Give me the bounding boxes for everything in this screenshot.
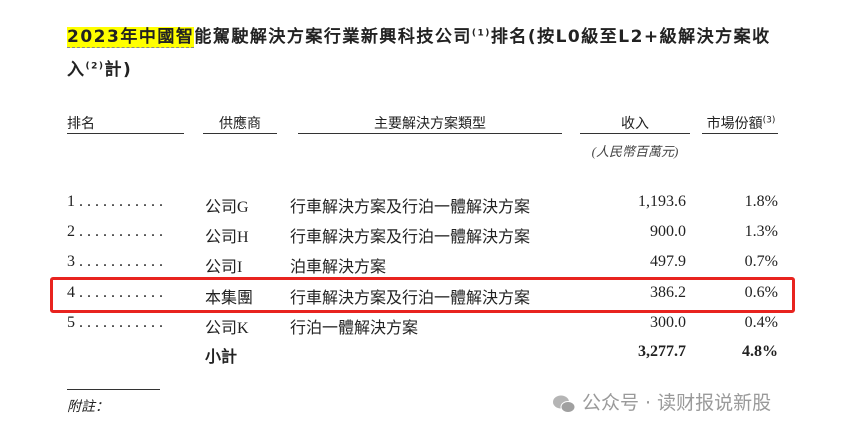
header-revenue: 收入: [621, 116, 649, 132]
type-cell: 行車解決方案及行泊一體解決方案: [290, 199, 531, 216]
header-share: 市場份額(3): [706, 115, 776, 132]
divider: [67, 133, 184, 134]
header-rank: 排名: [67, 116, 95, 132]
revenue-cell: 300.0: [650, 314, 686, 331]
rank-cell: 2 . . . . . . . . . . .: [67, 223, 163, 240]
type-cell: 行泊一體解決方案: [290, 320, 419, 337]
divider: [298, 133, 562, 134]
footnote-label: 附註：: [67, 400, 109, 415]
title-line-2: 入(2)計): [67, 55, 132, 80]
rank-cell: 1 . . . . . . . . . . .: [67, 193, 163, 210]
supplier-cell: 公司G: [205, 199, 249, 216]
divider: [580, 133, 690, 134]
rank-cell: 3 . . . . . . . . . . .: [67, 253, 163, 270]
share-cell: 0.7%: [744, 253, 778, 270]
subtotal-share: 4.8%: [742, 343, 778, 360]
wechat-icon: [552, 394, 576, 414]
watermark: 公众号 · 读财报说新股: [552, 388, 771, 415]
share-cell: 1.3%: [744, 223, 778, 240]
supplier-cell: 公司K: [205, 320, 249, 337]
share-cell: 0.6%: [744, 284, 778, 301]
revenue-unit: (人民幣百萬元): [591, 144, 679, 159]
type-cell: 泊車解決方案: [290, 259, 387, 276]
supplier-cell: 本集團: [205, 290, 254, 307]
revenue-cell: 497.9: [650, 253, 686, 270]
share-cell: 1.8%: [744, 193, 778, 210]
supplier-cell: 公司I: [205, 259, 243, 276]
title-highlight: 2023年中國智: [67, 27, 195, 48]
header-type: 主要解決方案類型: [374, 116, 486, 132]
rank-cell: 4 . . . . . . . . . . .: [67, 284, 163, 301]
supplier-cell: 公司H: [205, 229, 249, 246]
divider: [203, 133, 277, 134]
title-text: 排名(按L0級至L2+級解決方案收: [490, 27, 771, 47]
divider: [702, 133, 778, 134]
title-text: 入: [67, 60, 86, 80]
title-line-1: 2023年中國智能駕駛解決方案行業新興科技公司(1)排名(按L0級至L2+級解決…: [67, 22, 771, 48]
revenue-cell: 386.2: [650, 284, 686, 301]
revenue-cell: 1,193.6: [638, 193, 686, 210]
footnote-ref: (2): [85, 61, 105, 72]
type-cell: 行車解決方案及行泊一體解決方案: [290, 290, 531, 307]
highlight-box: [50, 277, 795, 313]
share-cell: 0.4%: [744, 314, 778, 331]
rank-cell: 5 . . . . . . . . . . .: [67, 314, 163, 331]
header-supplier: 供應商: [219, 116, 261, 132]
subtotal-revenue: 3,277.7: [638, 343, 686, 360]
revenue-cell: 900.0: [650, 223, 686, 240]
footnote-divider: [67, 389, 160, 390]
title-text: 計): [104, 60, 133, 80]
subtotal-label: 小計: [205, 349, 238, 366]
footnote-ref: (1): [471, 28, 491, 39]
type-cell: 行車解決方案及行泊一體解決方案: [290, 229, 531, 246]
title-text: 能駕駛解決方案行業新興科技公司: [194, 27, 472, 47]
